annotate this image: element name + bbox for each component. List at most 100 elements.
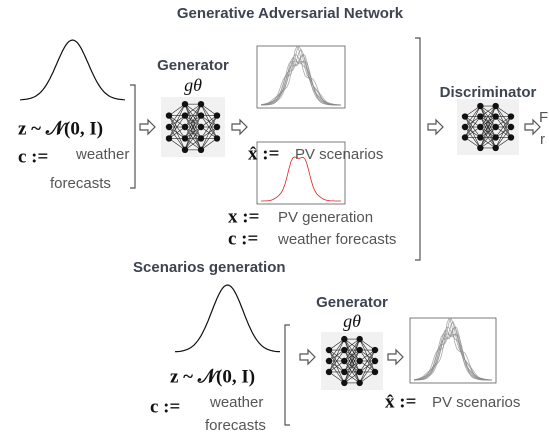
net-node xyxy=(165,123,173,131)
plot-line xyxy=(413,329,493,381)
title: Generative Adversarial Network xyxy=(177,5,404,22)
net-edge xyxy=(344,338,360,362)
net-edge xyxy=(359,360,376,384)
net-node xyxy=(325,368,333,376)
plot-line xyxy=(260,53,342,106)
plot-line xyxy=(414,333,492,381)
net-node xyxy=(181,123,189,131)
net-node xyxy=(492,113,499,120)
plot-line xyxy=(260,45,341,106)
net-node xyxy=(165,135,173,142)
output-text: PV scenarios xyxy=(295,146,383,163)
generator-symbol: gθ xyxy=(343,311,361,331)
net-edge xyxy=(480,105,496,138)
output-text: PV scenarios xyxy=(432,394,520,411)
net-edge xyxy=(184,115,202,150)
net-edge xyxy=(200,126,218,151)
net-edge xyxy=(359,349,376,373)
plot-line xyxy=(413,326,492,381)
net-edge xyxy=(480,105,496,149)
net-node xyxy=(356,379,363,387)
net-edge xyxy=(359,349,376,384)
cond: c := xyxy=(150,396,180,417)
latent: z ~ 𝒩(0, I) xyxy=(18,118,103,139)
net-edge xyxy=(184,103,202,128)
net-node xyxy=(507,113,515,120)
net-edge xyxy=(200,115,218,128)
bracket xyxy=(415,37,421,261)
latent: z ~ 𝒩(0, I) xyxy=(170,366,255,387)
net-node xyxy=(181,112,189,119)
net-node xyxy=(325,357,333,365)
arrow xyxy=(387,348,404,366)
net-node xyxy=(213,123,221,131)
layout xyxy=(130,37,421,426)
arrow xyxy=(299,348,316,366)
section-title: Scenarios generation xyxy=(133,259,286,276)
cond: c := xyxy=(18,146,48,167)
net-node xyxy=(492,123,499,131)
net-node xyxy=(371,368,379,376)
net-node xyxy=(461,134,469,141)
net-edge xyxy=(344,338,360,373)
net-edge xyxy=(344,360,360,384)
net-edge xyxy=(168,104,186,139)
net-node xyxy=(197,100,205,108)
net-node xyxy=(181,146,189,154)
net-node xyxy=(356,335,363,343)
arrow xyxy=(139,118,156,136)
generator-label: Generator xyxy=(316,294,388,311)
plot-line xyxy=(261,54,341,106)
net-node xyxy=(477,102,484,110)
net-edge xyxy=(495,116,512,149)
net-node xyxy=(356,346,363,354)
result: r xyxy=(540,131,545,148)
plot-line xyxy=(260,45,341,106)
net-node xyxy=(213,135,221,142)
net-node xyxy=(341,379,348,387)
plot-frame xyxy=(409,317,497,384)
result: F xyxy=(539,109,548,126)
plot-frame xyxy=(256,141,346,205)
net-edge xyxy=(480,126,496,149)
net-edge xyxy=(184,138,202,151)
net-edge xyxy=(184,104,202,139)
cond-lhs: c := xyxy=(228,228,258,249)
net-edge xyxy=(344,349,360,384)
plot-frame xyxy=(256,45,346,109)
net-edge xyxy=(328,338,345,373)
cond-text: forecasts xyxy=(205,417,266,432)
discriminator-label: Discriminator xyxy=(440,84,537,101)
net-node xyxy=(341,368,348,376)
output-lhs: x̂ := xyxy=(248,143,279,164)
net-node xyxy=(461,113,469,120)
net-edge xyxy=(200,103,218,116)
net-node xyxy=(477,144,484,152)
net-edge xyxy=(200,115,218,150)
net-node xyxy=(371,346,379,354)
net-edge xyxy=(200,115,218,139)
net-node xyxy=(477,123,484,131)
plot-line xyxy=(413,326,493,381)
net-node xyxy=(325,346,333,354)
arrow xyxy=(427,118,444,136)
net-node xyxy=(492,144,499,152)
curve xyxy=(19,39,126,101)
net-node xyxy=(197,112,205,119)
real-text: PV generation xyxy=(278,209,373,226)
net-edge xyxy=(184,103,202,116)
cond-text: weather xyxy=(209,394,263,411)
net-node xyxy=(341,335,348,343)
arrow xyxy=(524,118,541,136)
plot-line xyxy=(261,60,341,106)
net-node xyxy=(341,357,348,365)
net-node xyxy=(461,123,469,131)
plot-line xyxy=(261,156,341,202)
net-edge xyxy=(184,126,202,151)
net-edge xyxy=(328,349,345,373)
net-edge xyxy=(184,104,202,150)
net-node xyxy=(492,102,499,110)
net-node xyxy=(477,113,484,120)
net-node xyxy=(371,357,379,365)
